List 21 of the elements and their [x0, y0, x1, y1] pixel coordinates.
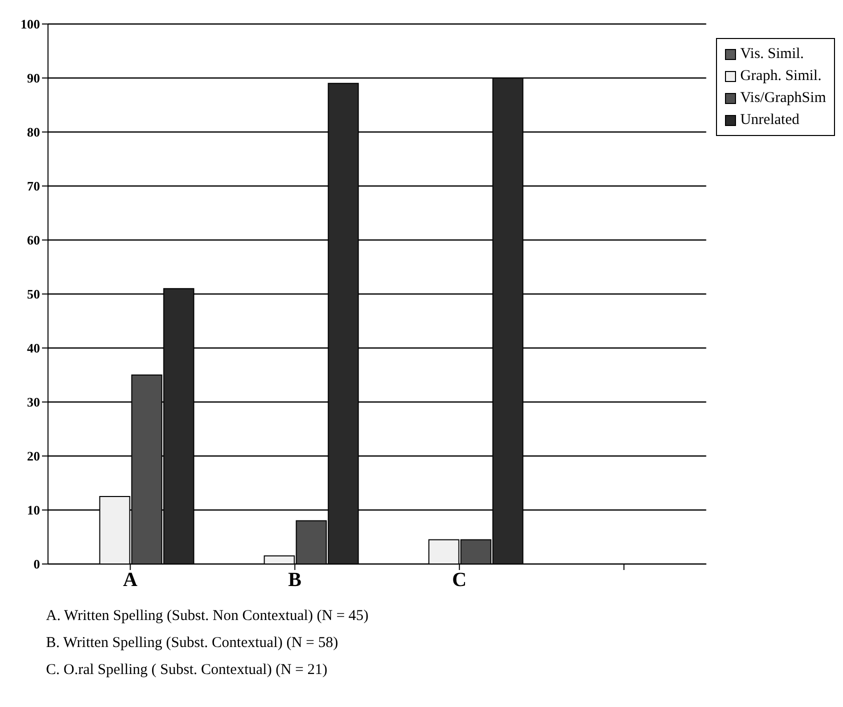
y-tick-label: 20	[27, 448, 40, 464]
x-tick-label: C	[452, 569, 467, 592]
y-tick-label: 80	[27, 124, 40, 140]
legend-label: Graph. Simil.	[740, 67, 822, 86]
legend-label: Vis/GraphSim	[740, 89, 826, 108]
y-tick-label: 40	[27, 340, 40, 356]
y-tick-label: 90	[27, 70, 40, 86]
legend-label: Vis. Simil.	[740, 45, 804, 64]
y-tick-label: 10	[27, 502, 40, 518]
x-tick-label: A	[123, 569, 138, 592]
text: C. O.ral Spelling ( Subst. Contextual) (N = 21)	[46, 662, 328, 679]
y-tick-label: 0	[34, 556, 40, 572]
text: B. Written Spelling (Subst. Contextual) (N = 58)	[46, 635, 340, 652]
text: A. Written Spelling (Subst. Non Contextual) (N = 45)	[46, 608, 370, 625]
legend-label: Unrelated	[740, 111, 800, 130]
y-tick-label: 50	[27, 286, 40, 302]
y-tick-label: 30	[27, 394, 40, 410]
y-tick-label: 60	[27, 232, 40, 248]
y-tick-label: 100	[20, 16, 40, 32]
x-tick-label: B	[288, 569, 302, 592]
y-tick-label: 70	[27, 178, 40, 194]
